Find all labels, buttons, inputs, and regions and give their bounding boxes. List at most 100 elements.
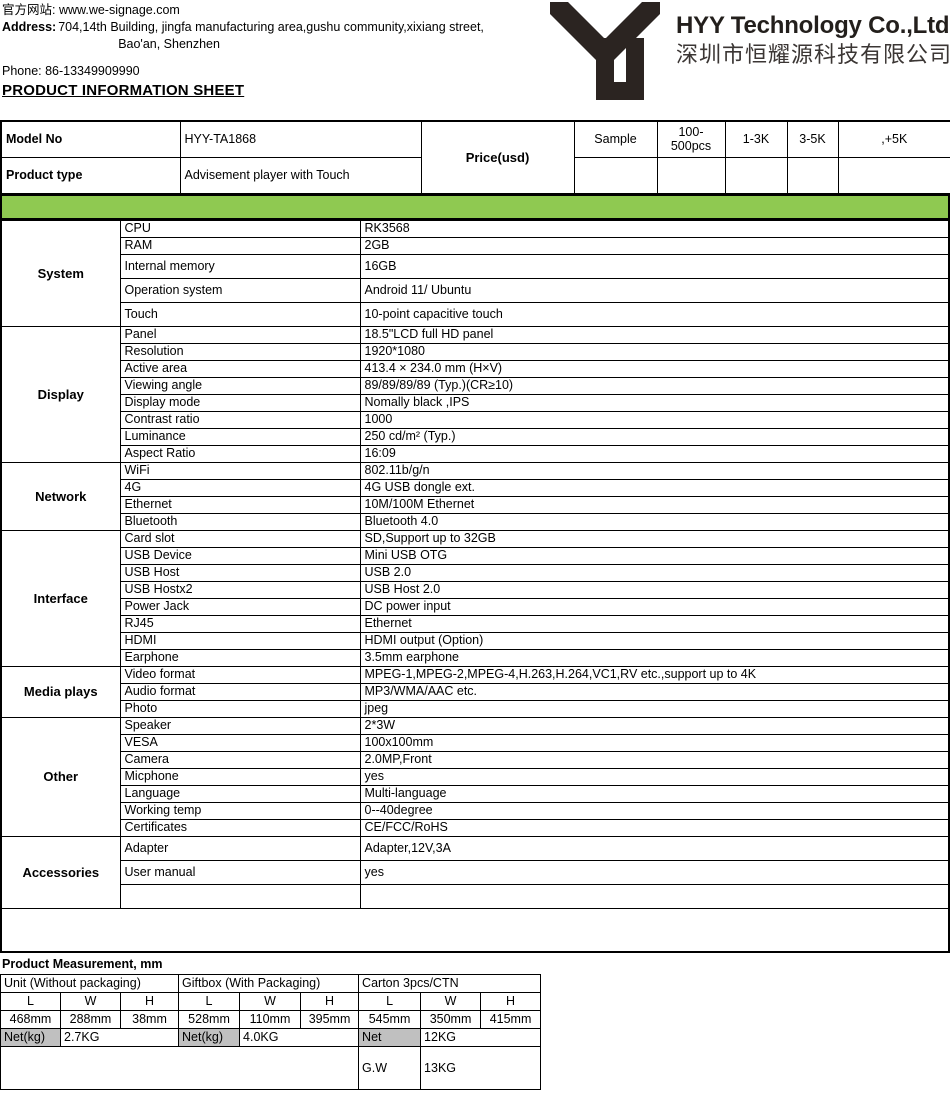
brand-name-cn: 深圳市恒耀源科技有限公司 xyxy=(676,42,950,67)
website-line: 官方网站: www.we-signage.com xyxy=(2,2,562,19)
spec-value: 16GB xyxy=(359,253,950,279)
table-row: Active area 413.4 × 234.0 mm (H×V) xyxy=(1,359,950,378)
spec-value: 3.5mm earphone xyxy=(359,648,950,667)
net-weight-label-1: Net(kg) xyxy=(178,1028,241,1047)
spec-label: Display mode xyxy=(119,393,361,412)
page-title: PRODUCT INFORMATION SHEET xyxy=(2,82,245,99)
price-tier-0: Sample xyxy=(573,120,658,158)
product-summary-table: Model No HYY-TA1868 Price(usd) Sample 10… xyxy=(0,120,950,194)
spec-value: 2*3W xyxy=(359,716,950,735)
price-value-2[interactable] xyxy=(724,156,788,194)
spec-label: Operation system xyxy=(119,277,361,303)
contact-block: 官方网站: www.we-signage.com Address: 704,14… xyxy=(2,2,562,80)
spec-value: jpeg xyxy=(359,699,950,718)
spacer-cell xyxy=(1,908,120,952)
spec-label: RAM xyxy=(119,236,361,255)
spec-label: Luminance xyxy=(119,427,361,446)
spacer-cell xyxy=(120,908,360,952)
spec-label: USB Device xyxy=(119,546,361,565)
spec-group-accessories: Accessories xyxy=(1,835,121,909)
spec-label: Power Jack xyxy=(119,597,361,616)
spec-label: Contrast ratio xyxy=(119,410,361,429)
spec-value: 4G USB dongle ext. xyxy=(359,478,950,497)
website-value: www.we-signage.com xyxy=(58,3,180,17)
spec-group-other: Other xyxy=(1,716,121,837)
spec-label: Active area xyxy=(119,359,361,378)
measurement-value-0-2: 38mm xyxy=(119,1010,180,1029)
spec-value: 2.0MP,Front xyxy=(359,750,950,769)
brand-text-block: HYY Technology Co.,Ltd . 深圳市恒耀源科技有限公司 xyxy=(670,0,950,70)
spec-label: Audio format xyxy=(119,682,361,701)
price-tier-4: ,+5K xyxy=(837,120,950,158)
spec-value: 1920*1080 xyxy=(359,342,950,361)
spec-value: Adapter,12V,3A xyxy=(359,835,950,861)
accent-separator-bar xyxy=(0,193,950,220)
table-row: Network WiFi 802.11b/g/n xyxy=(1,461,950,531)
table-row: Model No HYY-TA1868 Price(usd) Sample 10… xyxy=(0,120,950,194)
table-row: Audio format MP3/WMA/AAC etc. xyxy=(1,682,950,701)
table-row: Product type Advisement player with Touc… xyxy=(0,156,950,194)
spec-value: Bluetooth 4.0 xyxy=(359,512,950,531)
spec-label: Speaker xyxy=(119,716,361,735)
table-row: RJ45 Ethernet xyxy=(1,614,950,633)
spec-group-system: System xyxy=(1,219,121,327)
measurement-dim-header-0-0: L xyxy=(0,992,61,1011)
table-row: G.W 13KG xyxy=(0,1046,542,1090)
spec-label: 4G xyxy=(119,478,361,497)
table-row: USB Device Mini USB OTG xyxy=(1,546,950,565)
net-weight-value-2: 12KG xyxy=(420,1028,542,1047)
table-row: VESA 100x100mm xyxy=(1,733,950,752)
spec-value: 10M/100M Ethernet xyxy=(359,495,950,514)
spec-label: Working temp xyxy=(119,801,361,820)
price-value-3[interactable] xyxy=(786,156,839,194)
measurement-dim-header-2-0: L xyxy=(358,992,422,1011)
spec-label: Earphone xyxy=(119,648,361,667)
measurement-value-2-2: 415mm xyxy=(480,1010,542,1029)
table-row: 468mm 288mm 38mm 528mm 110mm 395mm 545mm 350mm 4… xyxy=(0,1010,542,1029)
spec-value: 89/89/89/89 (Typ.)(CR≥10) xyxy=(359,376,950,395)
brand-name-en: HYY Technology Co.,Ltd . xyxy=(676,12,950,39)
spec-label: USB Hostx2 xyxy=(119,580,361,599)
measurement-value-1-2: 395mm xyxy=(300,1010,360,1029)
spec-value: HDMI output (Option) xyxy=(359,631,950,650)
measurement-value-1-0: 528mm xyxy=(178,1010,241,1029)
table-row: Ethernet 10M/100M Ethernet xyxy=(1,495,950,514)
measurement-value-0-1: 288mm xyxy=(60,1010,121,1029)
website-label: 官方网站: xyxy=(2,3,56,17)
price-value-4[interactable] xyxy=(837,156,950,194)
spec-label: Certificates xyxy=(119,818,361,837)
table-row: RAM 2GB xyxy=(1,236,950,255)
spec-value: 0--40degree xyxy=(359,801,950,820)
spec-value: 802.11b/g/n xyxy=(359,461,950,480)
table-row: Micphone yes xyxy=(1,767,950,786)
measurement-dim-header-1-2: H xyxy=(300,992,360,1011)
spec-value: 10-point capacitive touch xyxy=(359,301,950,327)
measurement-section-name-1: Giftbox (With Packaging) xyxy=(178,974,360,993)
table-row: Certificates CE/FCC/RoHS xyxy=(1,818,950,837)
spec-value: 1000 xyxy=(359,410,950,429)
price-value-0[interactable] xyxy=(573,156,658,194)
table-row: Camera 2.0MP,Front xyxy=(1,750,950,769)
price-value-1[interactable] xyxy=(656,156,726,194)
measurement-title: Product Measurement, mm xyxy=(2,957,163,971)
product-type-label: Product type xyxy=(0,156,181,194)
table-row: Contrast ratio 1000 xyxy=(1,410,950,429)
spec-value: Android 11/ Ubuntu xyxy=(359,277,950,303)
spec-value: Ethernet xyxy=(359,614,950,633)
company-brand: HYY Technology Co.,Ltd . 深圳市恒耀源科技有限公司 xyxy=(540,0,950,102)
net-weight-value-0: 2.7KG xyxy=(59,1028,180,1047)
spec-value: USB 2.0 xyxy=(359,563,950,582)
measurement-value-0-0: 468mm xyxy=(0,1010,61,1029)
table-row: Net(kg) 2.7KG Net(kg) 4.0KG Net 12KG xyxy=(0,1028,542,1047)
table-row: Display Panel 18.5"LCD full HD panel xyxy=(1,325,950,463)
table-row xyxy=(1,883,950,909)
table-row: Language Multi-language xyxy=(1,784,950,803)
table-row: Photo jpeg xyxy=(1,699,950,718)
spec-value: SD,Support up to 32GB xyxy=(359,529,950,548)
spec-label: Card slot xyxy=(119,529,361,548)
spec-label: Bluetooth xyxy=(119,512,361,531)
spec-label: Language xyxy=(119,784,361,803)
spec-value: 16:09 xyxy=(359,444,950,463)
measurement-table: Unit (Without packaging) Giftbox (With Pa… xyxy=(0,974,542,1090)
